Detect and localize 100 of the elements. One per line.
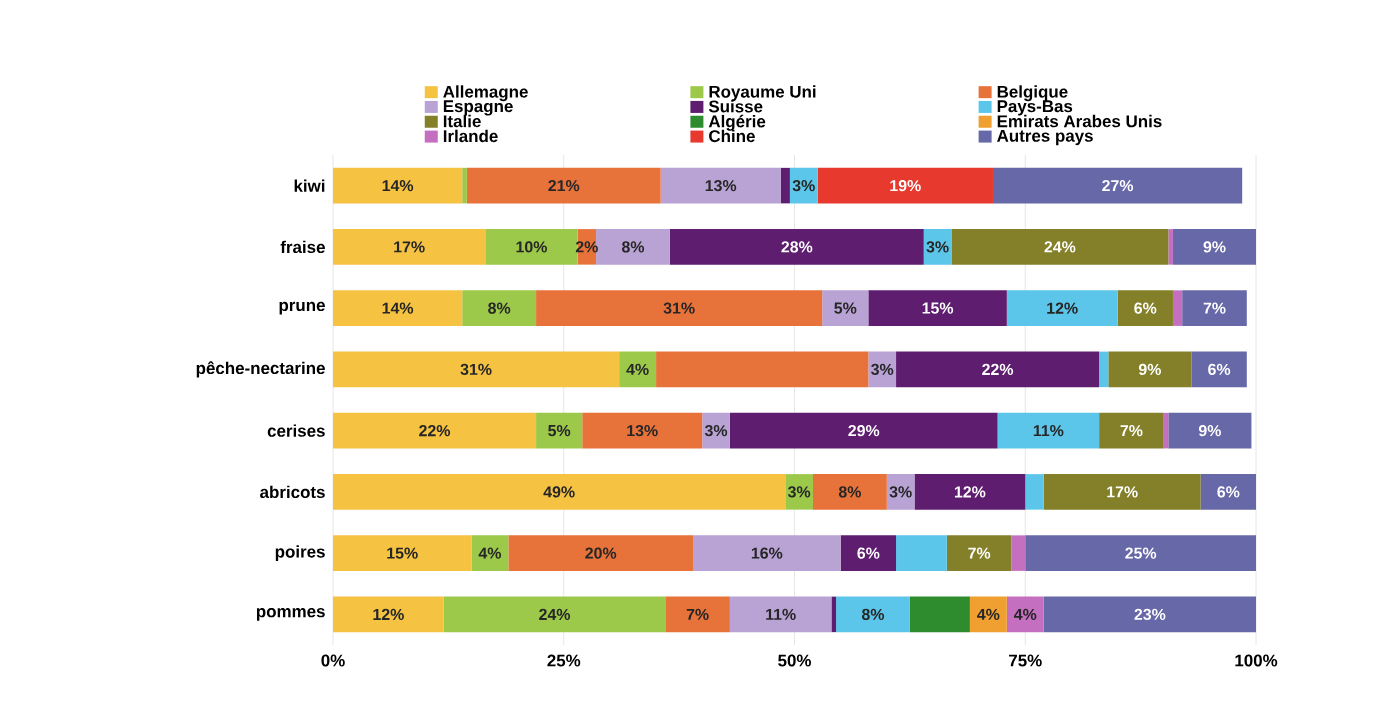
bar xyxy=(729,596,832,633)
bar xyxy=(1025,474,1044,510)
data-label: 3% xyxy=(926,241,949,253)
data-label: 20% xyxy=(585,547,617,559)
bar xyxy=(817,167,993,204)
data-label: 9% xyxy=(1203,241,1226,253)
bar xyxy=(656,351,869,388)
data-label: 3% xyxy=(889,486,912,498)
bar xyxy=(582,412,703,449)
bar xyxy=(822,290,869,326)
bar xyxy=(840,535,897,571)
y-tick-label: pêche-nectarine xyxy=(196,361,325,378)
data-label: 9% xyxy=(1138,363,1161,376)
bar xyxy=(785,474,813,510)
data-label: 3% xyxy=(871,363,894,376)
data-label: 17% xyxy=(394,241,425,253)
bar xyxy=(1200,474,1257,510)
data-label: 24% xyxy=(539,608,571,621)
data-label: 6% xyxy=(1217,486,1240,498)
data-label: 24% xyxy=(1044,241,1076,253)
bar xyxy=(443,596,666,633)
x-tick-label: 75% xyxy=(1009,654,1042,667)
bar xyxy=(946,535,1012,571)
data-label: 22% xyxy=(982,363,1014,375)
data-label: 8% xyxy=(861,608,885,621)
bar xyxy=(1099,351,1109,388)
data-label: 17% xyxy=(1107,486,1138,498)
bar xyxy=(333,290,463,326)
data-label: 12% xyxy=(1047,302,1078,314)
bar xyxy=(508,535,693,571)
y-tick-label: cerises xyxy=(267,424,325,437)
data-label: 25% xyxy=(1125,547,1157,559)
data-label: 23% xyxy=(1134,608,1166,621)
bar xyxy=(836,596,910,633)
data-label: 13% xyxy=(627,424,658,437)
data-label: 10% xyxy=(516,241,547,253)
data-label: 29% xyxy=(848,424,880,437)
data-label: 6% xyxy=(857,547,880,559)
data-label: 4% xyxy=(1013,608,1037,620)
y-tick-label: abricots xyxy=(260,485,325,499)
bar xyxy=(333,229,486,265)
x-tick-label: 50% xyxy=(778,654,812,667)
y-tick-label: kiwi xyxy=(294,179,325,192)
bar xyxy=(780,167,790,204)
bar xyxy=(660,167,781,204)
y-tick-label: fraise xyxy=(280,240,325,254)
bar xyxy=(992,167,1243,204)
bar xyxy=(997,412,1100,449)
bar xyxy=(951,229,1169,265)
data-label: 27% xyxy=(1102,180,1134,192)
bar xyxy=(729,412,998,449)
data-label: 8% xyxy=(838,486,861,498)
data-label: 5% xyxy=(548,425,571,437)
bar xyxy=(1043,596,1257,633)
bar xyxy=(665,596,730,633)
data-label: 15% xyxy=(387,547,418,559)
bar xyxy=(868,290,1007,326)
bar xyxy=(462,290,537,326)
data-label: 7% xyxy=(1120,425,1143,437)
data-label: 19% xyxy=(890,179,921,192)
bar xyxy=(1011,535,1026,571)
bar xyxy=(669,229,924,265)
legend-label: Allemagne xyxy=(443,85,528,102)
data-label: 7% xyxy=(1203,302,1226,314)
bar xyxy=(886,474,915,510)
legend-label: Royaume Uni xyxy=(709,85,816,102)
data-label: 7% xyxy=(686,608,709,620)
bar xyxy=(692,535,841,571)
data-label: 11% xyxy=(1033,425,1064,437)
data-label: 8% xyxy=(621,241,645,253)
data-label: 22% xyxy=(419,425,451,437)
legend-label: Emirats Arabes Unis xyxy=(997,114,1162,128)
x-tick-label: 25% xyxy=(547,654,581,667)
bar xyxy=(1099,412,1164,449)
bar xyxy=(1108,351,1192,388)
data-label: 4% xyxy=(626,363,649,375)
bar xyxy=(536,290,823,326)
y-tick-label: pommes xyxy=(256,608,325,621)
data-label: 3% xyxy=(704,424,728,437)
bar xyxy=(1025,535,1257,571)
data-label: 12% xyxy=(954,486,986,498)
bar xyxy=(1172,290,1183,326)
data-label: 4% xyxy=(977,608,1000,620)
bar xyxy=(1191,351,1247,388)
legend-label: Belgique xyxy=(997,85,1068,102)
data-label: 12% xyxy=(373,608,404,621)
data-label: 4% xyxy=(478,547,502,559)
bar xyxy=(914,474,1026,510)
x-tick-label: 100% xyxy=(1235,654,1278,667)
legend-label: Autres pays xyxy=(997,130,1093,146)
data-label: 6% xyxy=(1134,302,1157,314)
data-label: 31% xyxy=(663,302,695,314)
bar xyxy=(536,412,583,449)
bar xyxy=(1006,290,1118,326)
bar xyxy=(969,596,1007,633)
bar xyxy=(1172,229,1257,265)
bar xyxy=(619,351,657,388)
bar xyxy=(466,167,661,204)
data-label: 28% xyxy=(781,241,813,253)
y-tick-label: poires xyxy=(275,545,325,562)
